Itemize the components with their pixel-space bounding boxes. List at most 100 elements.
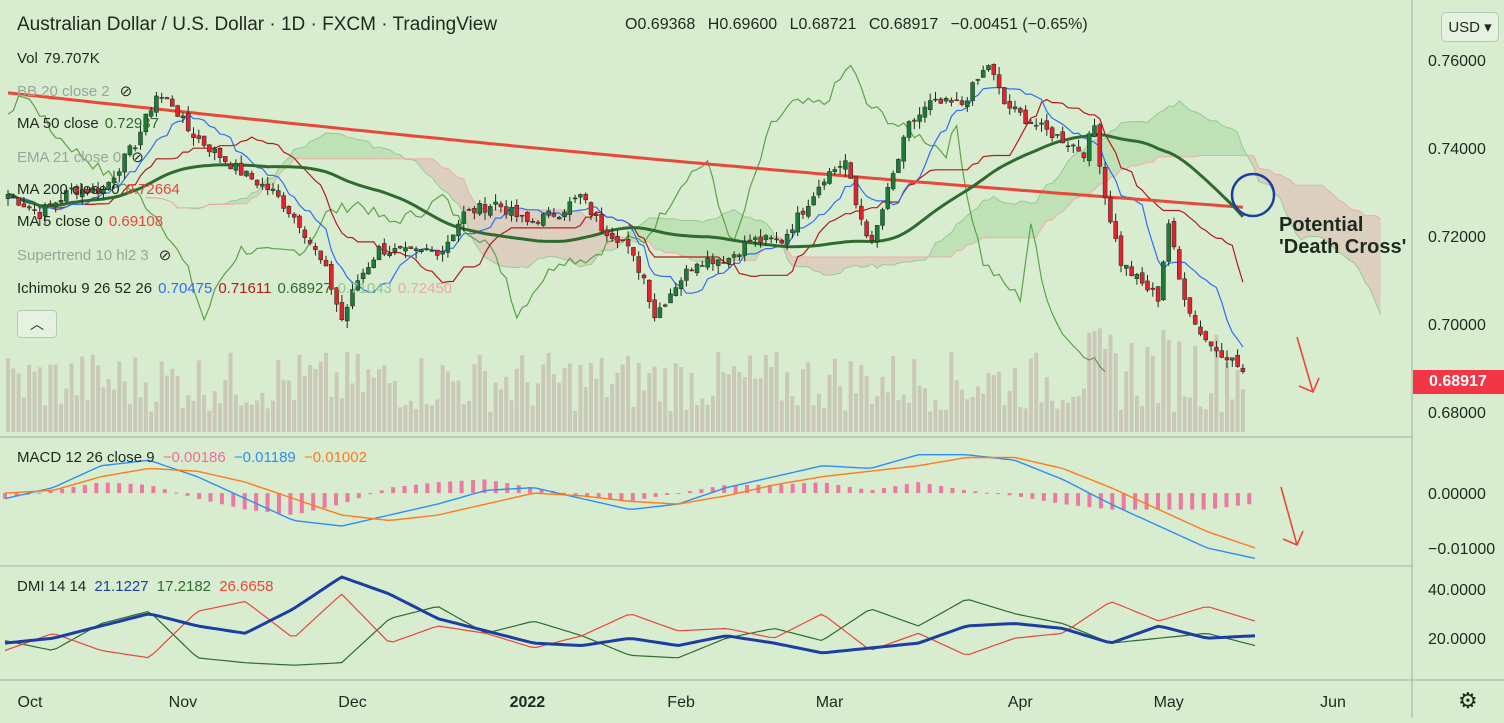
ichimoku-cloud-segment — [1206, 118, 1211, 155]
candle-down — [780, 240, 784, 243]
legend-name: BB 20 close 2 — [17, 83, 110, 100]
volume-bar — [775, 352, 779, 432]
ichimoku-cloud-segment — [713, 218, 718, 261]
macd-histogram-bar — [699, 489, 703, 493]
volume-bar — [33, 372, 37, 432]
candle-up — [785, 234, 789, 244]
candle-up — [181, 116, 185, 118]
ichimoku-cloud-segment — [904, 257, 909, 262]
ichimoku-cloud-segment — [1211, 121, 1216, 156]
volume-bar — [987, 373, 991, 432]
volume-bar — [870, 404, 874, 432]
macd-histogram-bar — [619, 493, 623, 500]
candle-down — [255, 180, 259, 185]
currency-dropdown-button[interactable]: USD ▾ — [1441, 12, 1499, 42]
ichimoku-cloud-segment — [1169, 106, 1174, 157]
macd-histogram-bar — [950, 488, 954, 493]
volume-bar — [637, 363, 641, 432]
legend-row-3[interactable]: EMA 21 close 0⊘ — [17, 148, 144, 166]
candle-up — [775, 239, 779, 240]
ichimoku-cloud-segment — [1073, 151, 1078, 200]
candle-down — [1225, 357, 1229, 359]
ichimoku-cloud-segment — [1116, 123, 1121, 176]
volume-bar — [764, 355, 768, 432]
candle-down — [33, 210, 37, 211]
macd-histogram-bar — [471, 480, 475, 493]
legend-name: Vol — [17, 50, 38, 67]
candle-up — [965, 101, 969, 107]
candle-down — [515, 205, 519, 216]
candle-down — [1130, 267, 1134, 276]
candle-down — [584, 194, 588, 200]
volume-bar — [218, 403, 222, 432]
volume-bar — [785, 372, 789, 432]
candle-down — [960, 101, 964, 105]
macd-histogram-bar — [1247, 493, 1251, 504]
volume-bar — [483, 371, 487, 432]
candle-up — [446, 242, 450, 252]
candle-down — [912, 120, 916, 121]
candle-down — [605, 230, 609, 236]
macd-histogram-bar — [905, 484, 909, 493]
volume-bar — [282, 380, 286, 432]
candle-down — [690, 270, 694, 271]
volume-bar — [525, 382, 529, 432]
gear-icon[interactable]: ⚙ — [1458, 688, 1478, 714]
symbol-title[interactable]: Australian Dollar / U.S. Dollar · 1D · F… — [17, 14, 497, 36]
legend-row-6[interactable]: Supertrend 10 hl2 3⊘ — [17, 246, 171, 264]
volume-bar — [335, 372, 339, 432]
hidden-eye-icon: ⊘ — [159, 247, 172, 264]
candle-up — [457, 224, 461, 236]
volume-bar — [223, 380, 227, 432]
candle-up — [886, 187, 890, 208]
candle-down — [525, 212, 529, 222]
volume-bar — [748, 355, 752, 432]
macd-histogram-bar — [574, 493, 578, 495]
volume-bar — [886, 392, 890, 432]
candle-down — [483, 204, 487, 212]
macd-legend[interactable]: MACD 12 26 close 9 −0.00186 −0.01189 −0.… — [17, 449, 367, 466]
volume-bar — [1161, 330, 1165, 432]
volume-bar — [1140, 406, 1144, 432]
collapse-legend-button[interactable]: ︿ — [17, 310, 57, 338]
volume-bar — [1071, 397, 1075, 432]
candle-up — [372, 260, 376, 268]
legend-row-1[interactable]: BB 20 close 2⊘ — [17, 82, 132, 100]
volume-bar — [1172, 412, 1176, 432]
volume-bar — [1050, 401, 1054, 432]
ichimoku-cloud-segment — [321, 133, 326, 159]
candle-up — [6, 194, 10, 198]
volume-bar — [891, 356, 895, 432]
ichimoku-cloud-segment — [803, 257, 808, 267]
volume-bar — [790, 396, 794, 432]
candle-down — [319, 251, 323, 260]
volume-bar — [695, 405, 699, 432]
dmi-legend[interactable]: DMI 14 14 21.1227 17.2182 26.6658 — [17, 578, 273, 595]
ichimoku-cloud-segment — [241, 198, 246, 204]
volume-bar — [472, 364, 476, 432]
volume-bar — [849, 361, 853, 432]
ichimoku-cloud-segment — [1126, 122, 1131, 169]
chevron-up-icon: ︿ — [30, 314, 44, 334]
volume-bar — [997, 372, 1001, 432]
candle-down — [552, 213, 556, 216]
ichimoku-cloud-segment — [957, 221, 962, 251]
volume-bar — [732, 366, 736, 432]
candle-down — [276, 191, 280, 197]
candle-down — [748, 240, 752, 241]
volume-bar — [631, 407, 635, 432]
legend-name: Ichimoku 9 26 52 26 — [17, 280, 152, 297]
volume-bar — [11, 368, 15, 432]
ichimoku-cloud-segment — [830, 257, 835, 275]
price-axis-label: 0.72000 — [1428, 229, 1486, 246]
volume-bar — [388, 383, 392, 432]
ichimoku-cloud-segment — [814, 257, 819, 272]
candle-up — [213, 149, 217, 153]
volume-bar — [112, 390, 116, 432]
